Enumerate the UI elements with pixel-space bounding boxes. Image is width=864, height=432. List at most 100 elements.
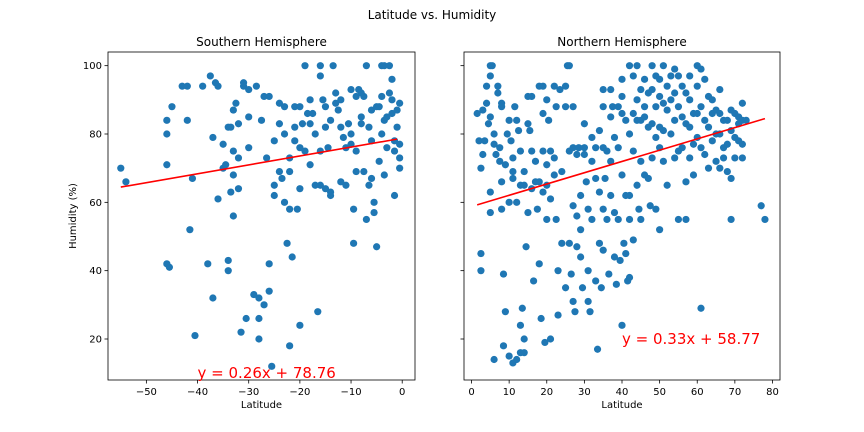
data-point [511, 103, 519, 111]
data-point [558, 167, 566, 176]
data-point [214, 195, 222, 203]
data-point [360, 167, 368, 176]
data-point [618, 75, 626, 83]
data-point [482, 99, 491, 107]
data-point [663, 106, 671, 114]
data-point [288, 253, 296, 261]
data-point [501, 161, 509, 169]
data-point [629, 236, 637, 244]
data-point [577, 253, 585, 261]
data-point [296, 144, 304, 152]
data-point [625, 130, 634, 138]
data-point [614, 144, 622, 152]
data-point [656, 92, 664, 101]
data-point [498, 103, 506, 111]
data-point [255, 294, 263, 302]
data-point [516, 321, 525, 329]
data-point [486, 208, 494, 217]
data-point [482, 82, 491, 90]
data-point [533, 205, 541, 213]
data-point [618, 92, 626, 101]
data-point [352, 147, 360, 155]
data-point [337, 96, 345, 104]
data-point [509, 174, 517, 183]
data-point [592, 277, 600, 285]
data-point [599, 205, 607, 213]
data-point [582, 178, 590, 186]
data-point [350, 205, 358, 213]
data-point [597, 284, 605, 292]
data-point [580, 120, 588, 128]
data-point [648, 62, 656, 70]
data-point [539, 147, 547, 155]
data-point [569, 297, 577, 306]
data-point [296, 103, 304, 111]
data-point [592, 174, 600, 183]
data-point [565, 62, 573, 70]
y-axis-label: Humidity (%) [68, 183, 79, 249]
data-point [388, 75, 396, 83]
data-point [250, 290, 258, 299]
data-point [738, 140, 746, 148]
axes-frame [107, 51, 416, 381]
data-point [486, 113, 494, 121]
data-point [543, 96, 551, 104]
data-point [390, 191, 399, 200]
data-point [286, 205, 294, 213]
data-point [671, 89, 679, 97]
data-point [316, 62, 324, 70]
data-point [481, 137, 489, 145]
x-tick-label: 70 [728, 387, 741, 398]
data-point [573, 150, 581, 159]
data-point [584, 267, 592, 275]
data-point [209, 294, 217, 302]
figure-suptitle: Latitude vs. Humidity [368, 8, 497, 22]
data-point [599, 103, 607, 111]
data-point [716, 109, 724, 118]
data-point [678, 82, 686, 90]
data-point [646, 202, 654, 210]
data-point [122, 178, 130, 186]
data-point [543, 215, 551, 224]
data-point [362, 215, 370, 224]
southern-hemisphere-chart: −50 −40 −30 −20 −10 0 20 40 60 80 100 Southern Hemi… [68, 35, 416, 411]
x-tick-label: 50 [653, 387, 666, 398]
data-point [183, 116, 191, 124]
data-point [682, 215, 690, 224]
data-point [378, 92, 386, 101]
data-point [738, 99, 746, 107]
data-point [306, 96, 314, 104]
x-axis-label: Latitude [601, 400, 642, 411]
data-point [367, 174, 376, 183]
data-point [234, 185, 243, 193]
data-point [637, 157, 645, 165]
data-point [614, 215, 622, 224]
data-point [520, 349, 528, 357]
data-point [541, 338, 549, 347]
data-point [727, 215, 735, 224]
x-tick-label: −50 [136, 387, 157, 398]
data-point [659, 62, 667, 70]
data-point [224, 256, 232, 265]
data-point [686, 154, 694, 162]
data-point [319, 96, 327, 104]
data-point [531, 157, 540, 165]
data-point [375, 103, 383, 111]
data-point [396, 140, 404, 148]
data-point [498, 178, 506, 186]
data-point [270, 181, 278, 189]
data-point [396, 164, 404, 172]
data-point [306, 161, 314, 169]
data-point [610, 133, 619, 142]
data-point [671, 116, 679, 124]
data-point [577, 226, 585, 234]
data-point [293, 205, 301, 213]
data-point [316, 181, 324, 189]
data-point [362, 62, 370, 70]
data-point [332, 89, 340, 97]
data-point [622, 116, 630, 124]
data-point [633, 181, 641, 189]
data-point [280, 103, 289, 111]
data-point [697, 103, 705, 111]
